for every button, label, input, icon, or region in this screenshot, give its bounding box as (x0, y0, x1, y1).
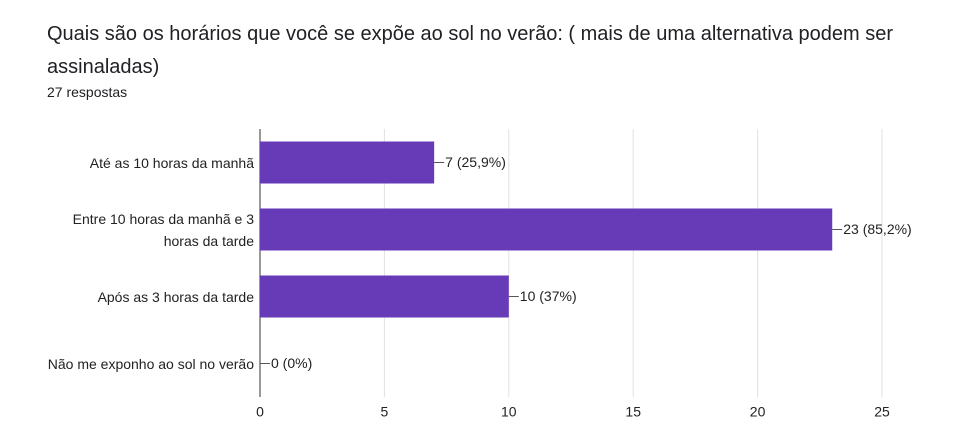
y-tick-label: Entre 10 horas da manhã e 3 horas da tar… (72, 210, 254, 249)
data-label: 23 (85,2%) (843, 221, 911, 237)
y-tick-label: Não me exponho ao sol no verão (47, 355, 254, 372)
x-tick-label: 20 (750, 404, 766, 420)
x-tick-label: 0 (256, 404, 264, 420)
y-tick-label: Após as 3 horas da tarde (97, 288, 254, 305)
bar (260, 275, 509, 318)
x-tick-label: 10 (501, 404, 517, 420)
x-tick-label: 15 (625, 404, 641, 420)
bar (260, 208, 833, 251)
bar (260, 141, 435, 184)
x-tick-label: 25 (874, 404, 890, 420)
y-tick-label: Até as 10 horas da manhã (89, 154, 254, 171)
x-tick-label: 5 (381, 404, 389, 420)
chart-title: Quais são os horários que você se expõe … (47, 23, 894, 78)
data-label: 7 (25,9%) (445, 154, 506, 170)
data-label: 10 (37%) (520, 288, 577, 304)
chart-subtitle: 27 respostas (47, 84, 128, 100)
data-label: 0 (0%) (271, 355, 312, 371)
